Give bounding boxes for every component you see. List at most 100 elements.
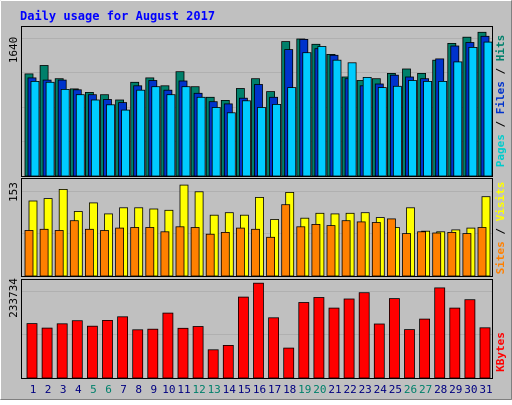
bar-pages-day-9: [151, 86, 161, 177]
bar-kbytes-day-15: [237, 296, 249, 379]
x-label-day-16: 16: [253, 383, 266, 396]
bar-pages-day-22: [347, 62, 357, 177]
x-label-day-15: 15: [238, 383, 251, 396]
bar-kbytes-day-1: [26, 323, 38, 379]
legend-side-label: Sites / Visits: [494, 182, 507, 275]
bar-kbytes-day-10: [162, 312, 174, 379]
legend-pages: Pages: [494, 134, 507, 167]
bar-sites-day-17: [266, 236, 276, 277]
bar-pages-day-21: [332, 59, 342, 177]
legend-separator: /: [494, 114, 507, 134]
bar-sites-day-5: [85, 228, 94, 277]
bars: [24, 184, 491, 277]
x-label-day-14: 14: [223, 383, 237, 396]
x-label-day-21: 21: [328, 383, 341, 396]
bar-kbytes-day-31: [479, 327, 491, 379]
x-label-day-31: 31: [479, 383, 492, 396]
x-label-day-23: 23: [359, 383, 372, 396]
bar-sites-day-23: [356, 221, 366, 277]
legend-files: Files: [494, 81, 507, 114]
bar-sites-day-4: [69, 220, 79, 277]
x-label-day-13: 13: [208, 383, 221, 396]
y-max-label: 1640: [7, 37, 20, 64]
bar-pages-day-28: [438, 81, 448, 177]
bar-kbytes-day-28: [434, 287, 446, 379]
legend-separator: /: [494, 221, 507, 241]
bar-kbytes-day-30: [464, 299, 476, 379]
bar-pages-day-26: [408, 80, 417, 177]
bar-kbytes-day-6: [102, 319, 113, 379]
x-label-day-6: 6: [105, 383, 112, 396]
bar-pages-day-29: [453, 61, 463, 177]
x-label-day-11: 11: [177, 383, 190, 396]
bar-sites-day-28: [432, 232, 442, 277]
bar-sites-day-8: [130, 227, 140, 277]
panel-hits-files-pages: 1640 Pages / Files / Hits: [7, 26, 507, 177]
bar-pages-day-25: [392, 85, 402, 177]
bar-sites-day-13: [205, 233, 215, 277]
bar-kbytes-day-5: [87, 325, 98, 379]
legend-sites: Sites: [494, 241, 507, 274]
bar-sites-day-2: [39, 228, 49, 277]
bar-kbytes-day-2: [41, 327, 53, 379]
bar-sites-day-22: [341, 220, 351, 277]
bar-pages-day-18: [287, 87, 297, 177]
bar-pages-day-4: [75, 94, 85, 177]
x-label-day-3: 3: [60, 383, 67, 396]
bar-pages-day-14: [226, 112, 236, 177]
bar-sites-day-26: [402, 233, 411, 277]
bar-kbytes-day-29: [449, 307, 461, 379]
bar-pages-day-30: [468, 47, 478, 177]
bar-kbytes-day-27: [419, 318, 431, 379]
x-label-day-22: 22: [343, 383, 356, 396]
bar-sites-day-25: [386, 218, 396, 277]
bar-kbytes-day-9: [147, 328, 159, 379]
bar-pages-day-27: [423, 81, 433, 177]
y-max-label: 233734: [7, 278, 20, 318]
bar-pages-day-17: [272, 104, 282, 177]
bar-kbytes-day-24: [373, 323, 385, 379]
bar-pages-day-7: [121, 109, 130, 177]
legend-hits: Hits: [494, 35, 507, 62]
legend-kbytes: KBytes: [494, 332, 507, 372]
bar-sites-day-6: [100, 230, 109, 277]
bars: [24, 31, 493, 177]
bar-sites-day-31: [477, 227, 487, 277]
x-label-day-4: 4: [75, 383, 82, 396]
bar-pages-day-3: [60, 89, 70, 177]
x-label-day-20: 20: [313, 383, 326, 396]
bar-kbytes-day-21: [328, 307, 340, 379]
bar-sites-day-9: [145, 227, 155, 277]
bar-sites-day-24: [371, 222, 381, 277]
x-label-day-2: 2: [45, 383, 52, 396]
bar-kbytes-day-17: [268, 317, 280, 379]
x-label-day-5: 5: [90, 383, 97, 396]
bar-sites-day-12: [190, 227, 200, 277]
bar-sites-day-14: [220, 231, 230, 277]
x-label-day-18: 18: [283, 383, 296, 396]
panel-kbytes: 233734 KBytes: [7, 278, 507, 379]
bar-sites-day-1: [24, 230, 34, 277]
bar-sites-day-27: [417, 231, 427, 277]
x-label-day-17: 17: [268, 383, 281, 396]
bar-pages-day-10: [166, 94, 176, 177]
x-label-day-10: 10: [162, 383, 175, 396]
bar-sites-day-30: [462, 233, 472, 277]
bar-pages-day-15: [241, 100, 251, 177]
bar-kbytes-day-16: [253, 282, 264, 379]
bar-pages-day-12: [196, 96, 206, 177]
bar-pages-day-23: [362, 77, 372, 177]
bar-pages-day-5: [91, 99, 100, 177]
bar-pages-day-31: [483, 41, 493, 177]
bar-pages-day-2: [45, 81, 55, 177]
bar-kbytes-day-22: [343, 298, 355, 379]
x-label-day-24: 24: [374, 383, 388, 396]
x-label-day-25: 25: [389, 383, 402, 396]
bar-pages-day-13: [211, 107, 221, 177]
bar-kbytes-day-3: [56, 323, 68, 379]
bar-kbytes-day-7: [117, 316, 128, 379]
chart-title: Daily usage for August 2017: [20, 9, 215, 23]
bar-kbytes-day-23: [358, 292, 370, 379]
legend-side-label: KBytes: [494, 332, 507, 372]
